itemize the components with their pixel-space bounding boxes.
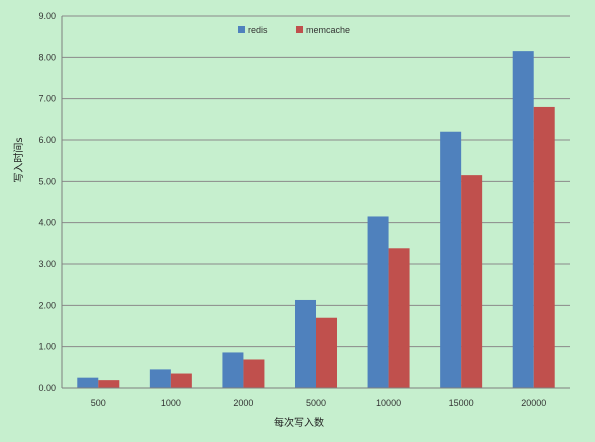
- y-tick-labels: 0.00 1.00 2.00 3.00 4.00 5.00 6.00 7.00 8.00 9.00: [38, 11, 56, 393]
- legend-label-redis: redis: [248, 25, 268, 35]
- y-tick-label: 8.00: [38, 52, 56, 62]
- x-tick-label: 20000: [521, 398, 546, 408]
- bar-redis-500: [77, 377, 99, 388]
- bar-marks: [77, 51, 555, 389]
- bar-memcache-15000: [461, 175, 483, 388]
- bar-memcache-10000: [388, 248, 410, 388]
- y-tick-label: 3.00: [38, 259, 56, 269]
- bar-redis-1000: [149, 369, 171, 388]
- bar-memcache-500: [98, 380, 120, 388]
- legend-swatch-memcache: [296, 26, 303, 33]
- x-tick-label: 10000: [376, 398, 401, 408]
- axes: [61, 16, 570, 389]
- x-tick-label: 500: [91, 398, 106, 408]
- x-axis-title: 每次写入数: [274, 416, 324, 429]
- y-tick-label: 1.00: [38, 342, 56, 352]
- bar-redis-20000: [512, 51, 534, 389]
- y-tick-label: 0.00: [38, 383, 56, 393]
- bar-memcache-1000: [170, 373, 192, 388]
- bar-redis-5000: [295, 299, 316, 388]
- x-tick-label: 5000: [306, 398, 326, 408]
- legend: redis memcache: [238, 25, 350, 35]
- x-tick-label: 2000: [233, 398, 253, 408]
- grid-lines: [62, 15, 570, 348]
- bar-redis-15000: [440, 131, 462, 388]
- y-axis-title: 写入时间s: [12, 137, 25, 182]
- x-tick-label: 1000: [161, 398, 181, 408]
- legend-label-memcache: memcache: [306, 25, 350, 35]
- y-tick-label: 7.00: [38, 94, 56, 104]
- bar-memcache-2000: [243, 359, 265, 388]
- y-tick-label: 2.00: [38, 300, 56, 310]
- y-tick-label: 6.00: [38, 135, 56, 145]
- y-tick-label: 4.00: [38, 218, 56, 228]
- x-tick-label: 15000: [449, 398, 474, 408]
- y-tick-label: 5.00: [38, 176, 56, 186]
- legend-swatch-redis: [238, 26, 245, 33]
- bar-memcache-5000: [316, 317, 337, 388]
- bar-redis-10000: [367, 216, 389, 388]
- x-tick-labels: 500 1000 2000 5000 10000 15000 20000: [91, 398, 546, 408]
- bar-memcache-20000: [533, 106, 555, 388]
- bar-redis-2000: [222, 352, 244, 388]
- y-tick-label: 9.00: [38, 11, 56, 21]
